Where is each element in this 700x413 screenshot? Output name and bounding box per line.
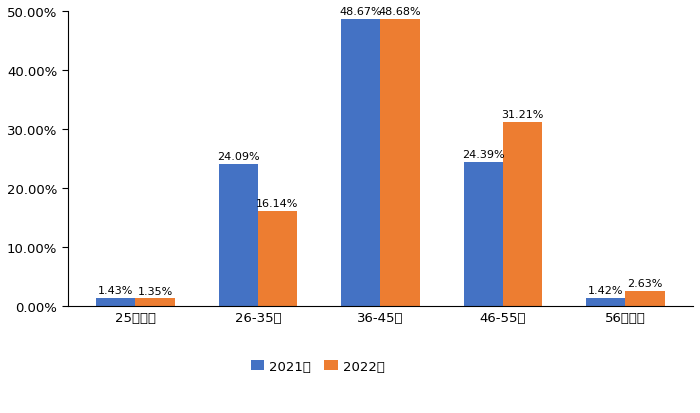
Text: 24.09%: 24.09% [217, 152, 260, 162]
Bar [218, 165, 258, 307]
Text: 1.35%: 1.35% [137, 286, 173, 296]
Bar [586, 298, 625, 307]
Bar [341, 20, 380, 307]
Bar [503, 123, 542, 307]
Text: 2.63%: 2.63% [627, 278, 663, 288]
Legend: 2021年, 2022年: 2021年, 2022年 [246, 354, 390, 378]
Text: 24.39%: 24.39% [462, 150, 505, 160]
Text: 16.14%: 16.14% [256, 199, 299, 209]
Text: 1.42%: 1.42% [588, 285, 624, 295]
Bar [463, 163, 503, 307]
Text: 31.21%: 31.21% [501, 110, 544, 120]
Bar [96, 298, 135, 307]
Text: 1.43%: 1.43% [98, 285, 134, 295]
Text: 48.67%: 48.67% [340, 7, 382, 17]
Bar [135, 299, 174, 307]
Bar [380, 20, 419, 307]
Bar [258, 211, 297, 307]
Text: 48.68%: 48.68% [379, 7, 421, 17]
Bar [625, 291, 664, 307]
